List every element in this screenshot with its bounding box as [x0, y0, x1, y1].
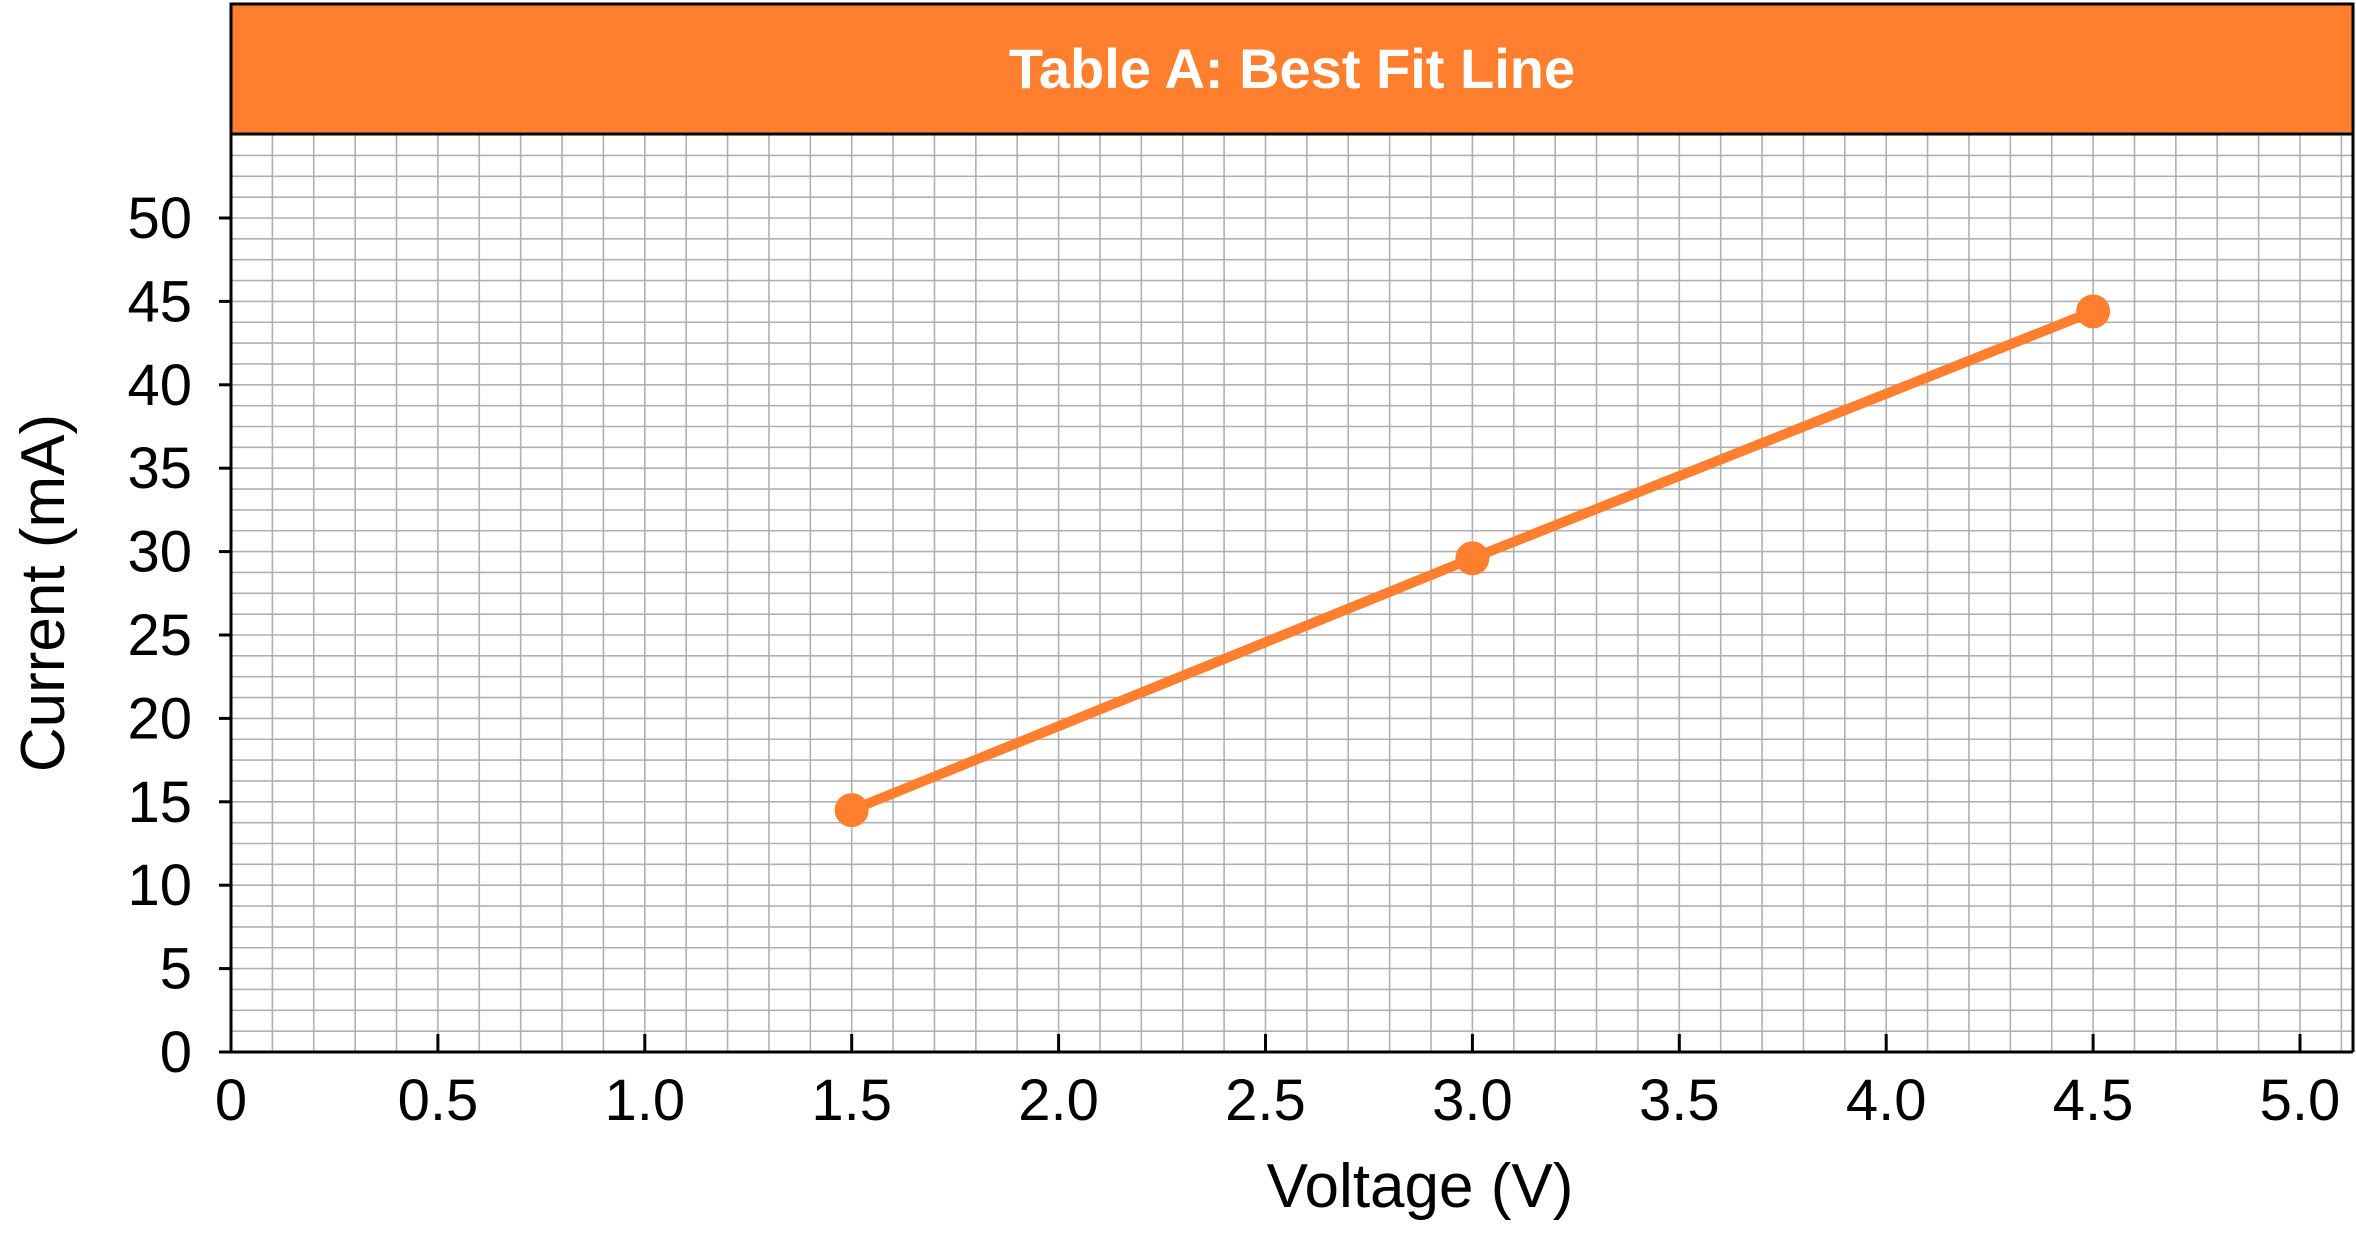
axes	[229, 4, 2355, 1054]
series	[834, 294, 2111, 828]
y-tick-label: 10	[127, 853, 192, 918]
data-point	[1455, 541, 1490, 576]
data-point	[2076, 294, 2111, 329]
x-tick-label: 2.0	[1018, 1068, 1099, 1133]
x-tick-label: 3.0	[1432, 1068, 1513, 1133]
x-axis-label: Voltage (V)	[1267, 1152, 1574, 1221]
x-tick-label: 1.5	[811, 1068, 892, 1133]
x-tick-label: 1.0	[604, 1068, 685, 1133]
y-axis-label: Current (mA)	[9, 414, 78, 772]
data-point	[834, 793, 869, 828]
x-axis-ticks: 0 0.5 1.0 1.5 2.0 2.5 3.0 3.5 4.0 4.5 5.0	[215, 1034, 2340, 1133]
y-tick-label: 15	[127, 770, 192, 835]
y-tick-label: 25	[127, 603, 192, 668]
x-tick-label: 4.0	[1846, 1068, 1927, 1133]
y-axis-ticks: 0 5 10 15 20 25 30 35 40 45 50	[127, 186, 231, 1085]
chart-title: Table A: Best Fit Line	[1009, 37, 1575, 100]
x-tick-label: 3.5	[1639, 1068, 1720, 1133]
y-tick-label: 30	[127, 520, 192, 585]
y-tick-label: 40	[127, 353, 192, 418]
y-tick-label: 0	[160, 1020, 192, 1085]
y-tick-label: 20	[127, 686, 192, 751]
x-tick-label: 0	[215, 1068, 247, 1133]
y-tick-label: 45	[127, 269, 192, 334]
y-tick-label: 5	[160, 937, 192, 1002]
y-tick-label: 50	[127, 186, 192, 251]
x-tick-label: 0.5	[398, 1068, 479, 1133]
y-tick-label: 35	[127, 436, 192, 501]
x-tick-label: 5.0	[2260, 1068, 2341, 1133]
x-tick-label: 2.5	[1225, 1068, 1306, 1133]
x-tick-label: 4.5	[2053, 1068, 2134, 1133]
grid	[230, 133, 2353, 1053]
